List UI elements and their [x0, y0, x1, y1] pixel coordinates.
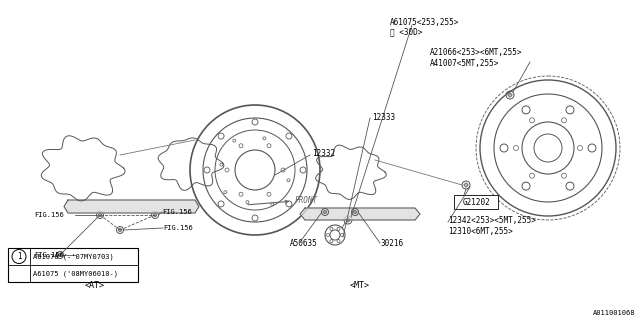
Text: FRONT: FRONT: [248, 196, 318, 205]
Text: 1: 1: [17, 252, 21, 261]
FancyBboxPatch shape: [454, 195, 498, 209]
Text: FIG.156: FIG.156: [34, 212, 64, 218]
Text: G21202: G21202: [462, 197, 490, 206]
Text: ① <30D>: ① <30D>: [390, 28, 422, 36]
Text: 12332: 12332: [312, 148, 335, 157]
Text: A41007<5MT,255>: A41007<5MT,255>: [430, 59, 499, 68]
Text: 30216: 30216: [380, 238, 403, 247]
Polygon shape: [300, 208, 420, 220]
Text: FIG.156: FIG.156: [162, 209, 192, 215]
Text: A21066<253><6MT,255>: A21066<253><6MT,255>: [430, 47, 522, 57]
Text: A50635: A50635: [290, 238, 317, 247]
Text: A011001068: A011001068: [593, 310, 635, 316]
Text: FIG.156: FIG.156: [163, 225, 193, 231]
Text: 12310<6MT,255>: 12310<6MT,255>: [448, 227, 513, 236]
Text: A61075 ('08MY06010-): A61075 ('08MY06010-): [33, 270, 118, 277]
Text: 12333: 12333: [372, 113, 395, 122]
Polygon shape: [64, 200, 199, 213]
Text: A61075<253,255>: A61075<253,255>: [390, 18, 460, 27]
Text: <MT>: <MT>: [350, 281, 370, 290]
Text: FIG.156: FIG.156: [34, 252, 64, 258]
Text: <AT>: <AT>: [85, 281, 105, 290]
Text: 12342<253><5MT,255>: 12342<253><5MT,255>: [448, 215, 536, 225]
Text: A61076 (-'07MY0703): A61076 (-'07MY0703): [33, 253, 114, 260]
FancyBboxPatch shape: [8, 248, 138, 282]
